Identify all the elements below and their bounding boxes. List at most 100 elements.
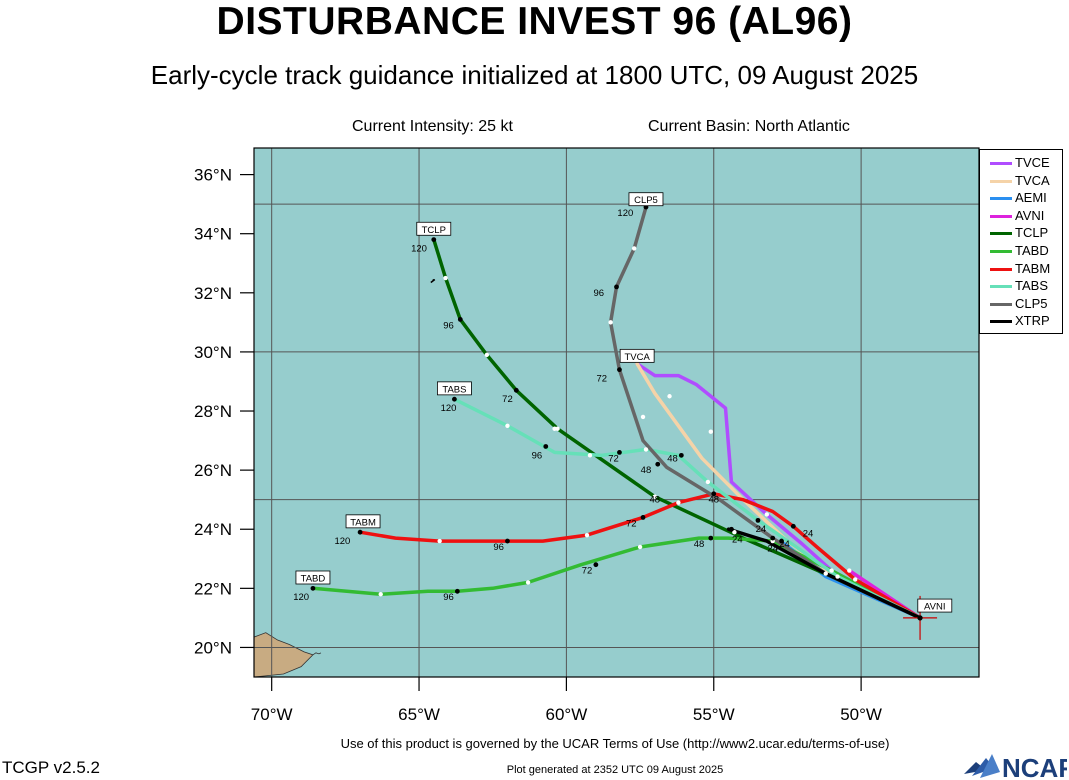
ncar-logo: NCAR bbox=[964, 753, 1067, 780]
track-label-box bbox=[295, 570, 331, 585]
track-label-box bbox=[416, 221, 452, 236]
track-point bbox=[454, 588, 460, 594]
legend-item-aemi: AEMI bbox=[980, 189, 1064, 206]
track-clp5 bbox=[608, 205, 922, 620]
track-point bbox=[779, 538, 784, 544]
track-marker bbox=[732, 529, 737, 535]
ncar-logo-text: NCAR bbox=[1002, 753, 1067, 780]
track-marker bbox=[835, 574, 840, 579]
legend-swatch bbox=[990, 267, 1012, 271]
legend-label: CLP5 bbox=[1015, 295, 1048, 311]
track-point bbox=[543, 444, 549, 449]
chart-subtitle: Early-cycle track guidance initialized a… bbox=[150, 60, 919, 90]
forecast-hour-label: 72 bbox=[582, 566, 593, 577]
forecast-hour-label: 120 bbox=[293, 592, 309, 603]
lat-tick-label: 34°N bbox=[194, 225, 232, 244]
track-label-tvca: TVCA bbox=[619, 348, 655, 363]
forecast-hour-label: 120 bbox=[334, 536, 350, 547]
track-tvce bbox=[635, 361, 922, 620]
track-label-box bbox=[628, 192, 664, 207]
track-label-text: AVNI bbox=[924, 602, 945, 613]
plot-area: 24 48 72 96 120 24 48 72 96 120 24 48 72 96 120 24 48 72 9… bbox=[254, 148, 979, 677]
track-label-text: TVCA bbox=[624, 352, 650, 363]
legend: TVCE TVCA AEMI AVNI TCLP TABD TABM TABS CLP5 XTRP bbox=[979, 149, 1063, 334]
forecast-hour-label: 48 bbox=[708, 495, 719, 506]
track-label-clp5: CLP5 bbox=[628, 192, 664, 207]
terms-of-use: Use of this product is governed by the U… bbox=[340, 736, 890, 751]
legend-swatch bbox=[990, 179, 1012, 183]
legend-swatch bbox=[990, 214, 1012, 218]
track-marker bbox=[823, 571, 828, 576]
land-coastline bbox=[312, 652, 322, 656]
lon-tick-label: 70°W bbox=[251, 705, 293, 724]
lon-tick-label: 60°W bbox=[546, 705, 588, 724]
forecast-hour-label: 96 bbox=[594, 288, 605, 299]
track-label-text: TABD bbox=[301, 573, 326, 584]
legend-item-xtrp: XTRP bbox=[980, 312, 1064, 329]
legend-item-tvce: TVCE bbox=[980, 154, 1064, 171]
track-marker bbox=[640, 414, 646, 420]
legend-item-clp5: CLP5 bbox=[980, 295, 1064, 312]
legend-swatch bbox=[990, 285, 1012, 289]
track-point bbox=[505, 538, 510, 544]
track-point bbox=[310, 585, 316, 591]
track-label-tclp: TCLP bbox=[416, 221, 452, 236]
forecast-hour-label: 72 bbox=[596, 373, 607, 384]
forecast-hour-label: 96 bbox=[493, 542, 504, 553]
track-label-tabs: TABS bbox=[437, 381, 472, 396]
current-basin: Current Basin: North Atlantic bbox=[648, 118, 850, 135]
track-marker bbox=[847, 568, 852, 573]
forecast-hour-label: 24 bbox=[767, 543, 778, 554]
track-marker bbox=[676, 500, 681, 505]
forecast-hour-label: 48 bbox=[650, 495, 661, 506]
xtrp-fragment bbox=[430, 278, 436, 284]
track-xtrp bbox=[726, 527, 922, 620]
plot-frame bbox=[253, 147, 980, 678]
legend-label: TABS bbox=[1015, 278, 1048, 294]
track-marker bbox=[853, 577, 858, 582]
ncar-logo-mark bbox=[964, 754, 1000, 778]
track-point bbox=[617, 449, 622, 455]
forecast-hour-label: 72 bbox=[608, 453, 619, 464]
forecast-hour-label: 120 bbox=[617, 208, 633, 219]
lat-tick-label: 36°N bbox=[194, 166, 232, 185]
track-point bbox=[655, 461, 661, 467]
track-marker bbox=[764, 512, 770, 517]
legend-swatch bbox=[990, 320, 1012, 324]
track-marker bbox=[378, 592, 383, 597]
track-label-text: TABM bbox=[350, 517, 376, 528]
legend-label: TABD bbox=[1015, 243, 1049, 258]
current-intensity: Current Intensity: 25 kt bbox=[352, 118, 513, 135]
forecast-hour-label: 48 bbox=[641, 465, 652, 476]
track-label-text: TCLP bbox=[422, 225, 446, 236]
track-marker bbox=[584, 532, 590, 538]
lon-tick-label: 55°W bbox=[693, 705, 735, 724]
track-point bbox=[593, 562, 599, 568]
track-label-box bbox=[437, 381, 472, 396]
lat-tick-label: 20°N bbox=[194, 638, 232, 657]
track-point bbox=[678, 452, 684, 458]
legend-item-tabd: TABD bbox=[980, 242, 1064, 259]
lat-tick-label: 26°N bbox=[194, 461, 232, 480]
legend-item-avni: AVNI bbox=[980, 207, 1064, 224]
legend-swatch bbox=[990, 250, 1012, 253]
track-point bbox=[513, 387, 519, 393]
chart-title: DISTURBANCE INVEST 96 (AL96) bbox=[216, 0, 853, 43]
track-marker bbox=[637, 544, 643, 550]
track-marker bbox=[708, 429, 714, 434]
track-tabs bbox=[452, 397, 922, 620]
forecast-hour-label: 48 bbox=[667, 453, 678, 464]
legend-item-tabs: TABS bbox=[980, 277, 1064, 294]
track-marker bbox=[705, 479, 711, 485]
forecast-hour-label: 24 bbox=[756, 524, 767, 535]
track-marker bbox=[443, 275, 448, 281]
legend-swatch bbox=[990, 162, 1012, 165]
forecast-hour-label: 120 bbox=[441, 403, 457, 414]
track-marker bbox=[484, 352, 490, 358]
track-point bbox=[431, 237, 437, 243]
track-marker bbox=[587, 453, 593, 458]
track-marker bbox=[608, 320, 613, 325]
track-label-tabd: TABD bbox=[295, 570, 331, 585]
track-marker bbox=[829, 568, 834, 573]
